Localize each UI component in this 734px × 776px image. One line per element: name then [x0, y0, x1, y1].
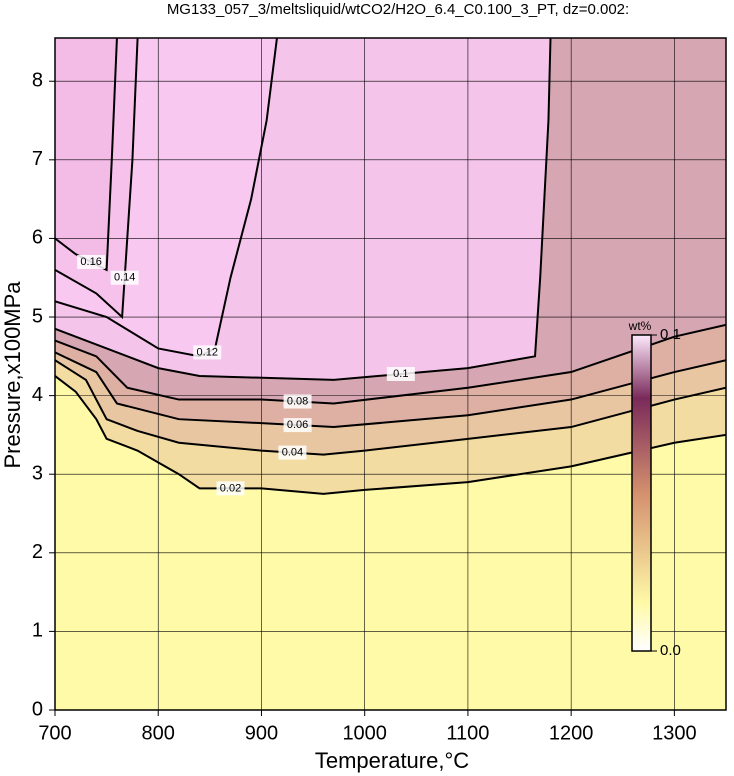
y-tick-label: 1 — [32, 620, 43, 642]
colorbar-tick-label: 0.0 — [660, 642, 681, 659]
y-tick-label: 6 — [32, 227, 43, 249]
y-tick-label: 2 — [32, 541, 43, 563]
contour-label-bg — [283, 394, 312, 409]
y-tick-label: 3 — [32, 462, 43, 484]
contour-label-bg — [216, 481, 245, 496]
contour-label-bg — [110, 270, 139, 285]
x-tick-label: 800 — [142, 722, 175, 744]
contour-labels: 0.02 0.04 0.06 0.08 0.1 0.12 0.14 0.16 — [77, 255, 415, 496]
y-axis-label: Pressure,x100MPa — [0, 281, 25, 469]
contour-label: 0.12 — [197, 346, 218, 358]
colorbar-label: wt% — [628, 319, 652, 333]
y-tick-label: 5 — [32, 305, 43, 327]
chart-title: MG133_057_3/meltsliquid/wtCO2/H2O_6.4_C0… — [167, 1, 629, 18]
contour-label: 0.14 — [114, 272, 135, 284]
y-tick-label: 8 — [32, 70, 43, 92]
contour-label: 0.04 — [282, 447, 303, 459]
x-tick-label: 1100 — [446, 722, 489, 744]
y-tick-label: 7 — [32, 148, 43, 170]
ticks: 700 800 900 1000 1100 1200 1300 0 1 2 3 4 5 6 7 8 — [32, 70, 697, 745]
x-tick-label: 700 — [38, 722, 71, 744]
contour-fills — [55, 38, 726, 494]
contour-label-bg — [283, 418, 312, 433]
contour-fill — [55, 38, 117, 270]
contour-label-bg — [278, 445, 307, 460]
x-tick-label: 1000 — [342, 722, 387, 744]
colorbar-tick-label: 0.1 — [660, 326, 681, 343]
contour-label-bg — [386, 367, 415, 381]
contour-label-bg — [77, 255, 106, 269]
contour-label: 0.08 — [287, 395, 308, 407]
contour-label: 0.06 — [287, 419, 308, 431]
colorbar — [631, 334, 652, 652]
y-tick-label: 4 — [32, 384, 43, 406]
x-tick-label: 900 — [245, 722, 278, 744]
plot-frame — [54, 37, 727, 711]
y-tick-label: 0 — [32, 698, 43, 720]
x-tick-label: 1300 — [652, 722, 697, 744]
contour-label: 0.16 — [80, 256, 101, 268]
contour-label: 0.1 — [393, 368, 408, 380]
x-tick-label: 1200 — [549, 722, 594, 744]
x-axis-label: Temperature,°C — [315, 748, 469, 773]
contour-label: 0.02 — [220, 482, 241, 494]
contour-line — [55, 38, 118, 272]
colorbar-ticks: 0.0 0.1 — [651, 326, 681, 659]
contour-label-bg — [193, 345, 222, 360]
